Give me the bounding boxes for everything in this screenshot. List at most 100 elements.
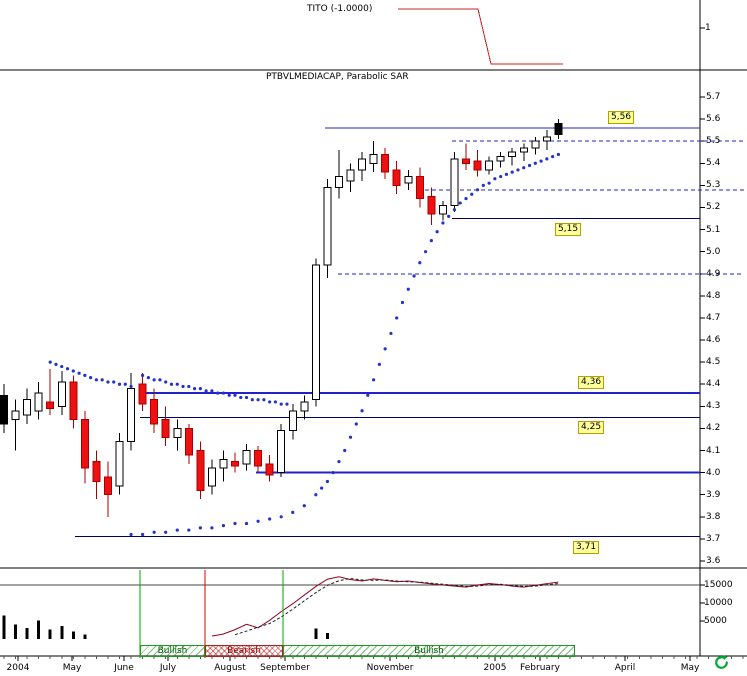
candle xyxy=(300,401,309,412)
candle xyxy=(381,153,390,173)
sar-dot xyxy=(89,376,93,380)
sar-dot xyxy=(141,373,145,377)
sar-dot xyxy=(48,360,52,364)
sar-dot xyxy=(343,448,347,453)
sar-dot xyxy=(175,528,179,532)
sar-dot xyxy=(123,382,127,386)
candle xyxy=(219,458,228,469)
sar-dot xyxy=(551,155,555,159)
sar-dot xyxy=(314,493,318,497)
sar-dot xyxy=(354,422,358,426)
sar-dot xyxy=(117,382,122,386)
sar-dot xyxy=(452,208,457,212)
candle xyxy=(404,176,413,184)
sar-dot xyxy=(60,364,64,369)
sar-dot xyxy=(198,387,202,391)
sar-dot xyxy=(198,526,202,530)
chart-title: PTBVLMEDIACAP, Parabolic SAR xyxy=(266,72,409,82)
sar-dot xyxy=(210,389,214,393)
sar-dot xyxy=(216,391,220,395)
sar-dot xyxy=(458,201,462,205)
candle xyxy=(554,123,563,136)
candle xyxy=(277,430,286,474)
candle xyxy=(0,394,8,425)
sar-dot xyxy=(268,517,272,521)
sar-dot xyxy=(273,400,278,404)
volume-bar xyxy=(14,624,18,639)
candle xyxy=(46,401,55,410)
candle xyxy=(127,388,136,443)
sar-dot xyxy=(250,398,254,402)
candle xyxy=(473,160,482,171)
sar-dot xyxy=(256,398,260,402)
sar-dot xyxy=(54,362,58,366)
sar-dot xyxy=(481,183,485,187)
sar-dot xyxy=(406,287,410,291)
sar-dot xyxy=(256,519,260,523)
sar-dot xyxy=(539,159,543,163)
sar-dot xyxy=(279,402,283,406)
sar-dot xyxy=(377,362,381,366)
candle xyxy=(334,176,343,189)
candle xyxy=(438,204,447,215)
candle xyxy=(462,158,470,164)
sar-dot xyxy=(71,369,75,373)
sar-dot xyxy=(187,528,191,532)
volume-bar xyxy=(314,628,318,639)
sar-dot xyxy=(221,524,226,528)
sar-dot xyxy=(366,393,370,397)
tito-step-line xyxy=(398,8,563,65)
sar-dot xyxy=(279,515,283,519)
sar-dot xyxy=(435,230,439,234)
candle xyxy=(92,461,101,482)
candle xyxy=(519,147,528,153)
candle xyxy=(103,476,112,496)
sar-dot xyxy=(285,402,289,406)
sar-dot xyxy=(389,331,393,336)
sar-dot xyxy=(175,382,179,386)
candle xyxy=(508,151,517,158)
sar-dot xyxy=(129,532,133,537)
sar-dot xyxy=(556,152,561,157)
sar-dot xyxy=(545,157,549,161)
candle xyxy=(485,160,494,171)
sar-dot xyxy=(233,393,237,397)
sar-dot xyxy=(291,510,295,514)
refresh-icon[interactable] xyxy=(713,654,730,671)
sar-dot xyxy=(112,380,116,384)
sar-dot xyxy=(77,371,81,375)
sar-dot xyxy=(522,166,526,170)
sar-dot xyxy=(470,192,474,196)
sar-dot xyxy=(331,471,335,475)
indicator-line xyxy=(234,578,559,636)
sar-dot xyxy=(447,214,451,218)
candle xyxy=(138,383,147,405)
sar-dot xyxy=(302,504,306,508)
sar-dot xyxy=(94,378,98,382)
sar-dot xyxy=(164,380,168,384)
candle xyxy=(242,450,251,465)
sar-dot xyxy=(65,367,70,371)
candle xyxy=(34,392,43,412)
candle xyxy=(207,467,216,487)
volume-bar xyxy=(48,629,52,639)
sar-dot xyxy=(100,378,104,382)
candle xyxy=(115,441,124,487)
sar-dot xyxy=(204,389,208,393)
volume-bar xyxy=(25,628,29,639)
candle xyxy=(11,410,20,421)
candle xyxy=(415,176,424,200)
sar-dot xyxy=(418,261,422,265)
sar-dot xyxy=(395,316,399,320)
candle xyxy=(196,450,205,491)
sar-dot xyxy=(516,168,520,172)
sar-dot xyxy=(510,170,514,174)
sar-dot xyxy=(244,395,249,400)
sar-dot xyxy=(487,181,491,185)
candle xyxy=(346,169,355,182)
sar-dot xyxy=(129,384,133,389)
sar-dot xyxy=(227,393,231,397)
sar-dot xyxy=(527,163,532,168)
